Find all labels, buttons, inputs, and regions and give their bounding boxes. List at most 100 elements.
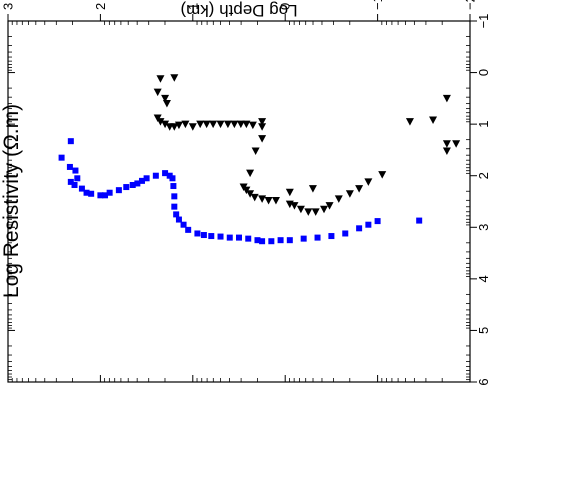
data-point-square	[152, 172, 159, 179]
data-point-triangle	[264, 196, 273, 205]
data-point-square	[143, 175, 150, 182]
series-layer	[58, 74, 461, 245]
data-point-triangle	[230, 120, 239, 129]
data-point-triangle	[242, 120, 251, 129]
data-point-triangle	[156, 75, 165, 83]
data-point-square	[83, 189, 90, 196]
data-point-square	[173, 211, 180, 218]
x-tick-label: 3	[1, 3, 16, 10]
data-point-triangle	[209, 120, 218, 129]
data-point-triangle	[285, 188, 294, 197]
major-ticks	[7, 14, 477, 383]
data-point-square	[356, 225, 363, 232]
data-point-triangle	[188, 123, 197, 131]
data-point-triangle	[258, 123, 267, 131]
data-point-triangle	[325, 202, 334, 210]
data-point-square	[97, 192, 104, 199]
data-point-triangle	[258, 195, 267, 203]
x-tick-label: 2	[93, 3, 108, 10]
data-point-triangle	[311, 208, 320, 216]
data-point-square	[162, 170, 169, 177]
data-point-square	[208, 233, 215, 240]
tick-labels: −2 −1 0 1 2 3 −1 0 1 2 3 4 5 6	[1, 0, 492, 386]
data-point-square	[314, 234, 321, 241]
data-point-square	[416, 217, 423, 224]
data-point-triangle	[258, 135, 267, 143]
data-point-square	[71, 181, 78, 188]
data-point-triangle	[246, 190, 255, 198]
data-point-triangle	[161, 94, 170, 103]
data-point-triangle	[239, 183, 248, 192]
data-point-triangle	[378, 171, 387, 179]
data-point-square	[88, 190, 95, 197]
data-point-square	[66, 163, 73, 170]
data-point-triangle	[196, 120, 205, 129]
data-point-triangle	[355, 185, 364, 193]
x-axis-label: Log Depth (km)	[180, 1, 297, 20]
data-point-square	[226, 234, 233, 241]
data-point-square	[200, 232, 207, 239]
y-tick-label: −1	[476, 14, 491, 29]
data-point-square	[328, 233, 335, 240]
data-point-square	[67, 138, 74, 145]
data-point-triangle	[161, 120, 170, 129]
data-point-square	[138, 177, 145, 184]
x-tick-label: −1	[370, 0, 385, 10]
data-point-triangle	[429, 116, 438, 125]
data-point-square	[236, 234, 242, 241]
data-point-square	[180, 221, 187, 228]
data-point-square	[78, 185, 85, 192]
data-point-square	[170, 183, 177, 190]
data-point-triangle	[246, 169, 255, 178]
data-point-square	[342, 230, 349, 237]
data-point-triangle	[216, 120, 225, 129]
data-point-triangle	[170, 74, 179, 82]
data-point-triangle	[308, 185, 317, 193]
data-point-square	[194, 230, 201, 237]
x-tick-label: −2	[463, 0, 478, 10]
data-point-square	[72, 167, 79, 174]
data-point-triangle	[364, 178, 373, 186]
data-point-triangle	[304, 208, 313, 216]
data-point-triangle	[345, 190, 354, 198]
data-point-triangle	[290, 202, 299, 210]
x-tick-label: 1	[185, 3, 200, 10]
data-point-triangle	[271, 196, 280, 205]
data-point-square	[254, 237, 261, 244]
data-point-triangle	[320, 205, 329, 214]
data-point-square	[185, 226, 192, 233]
series-1	[58, 138, 423, 245]
data-point-triangle	[442, 94, 451, 103]
y-tick-label: 4	[476, 275, 491, 282]
data-point-square	[374, 218, 381, 225]
data-point-square	[106, 189, 113, 196]
y-tick-label: 2	[476, 172, 491, 179]
data-point-square	[277, 237, 284, 244]
data-point-triangle	[250, 193, 259, 202]
y-tick-label: 0	[476, 69, 491, 76]
minor-ticks	[8, 21, 470, 382]
data-point-square	[74, 175, 81, 182]
data-point-triangle	[181, 120, 190, 129]
data-point-square	[102, 192, 109, 199]
data-point-triangle	[153, 88, 162, 97]
data-point-triangle	[442, 140, 451, 148]
y-tick-label: 5	[476, 327, 491, 334]
data-point-square	[286, 237, 293, 244]
data-point-square	[300, 235, 307, 242]
y-tick-label: 1	[476, 121, 491, 128]
data-point-square	[166, 172, 173, 179]
data-point-triangle	[442, 147, 451, 155]
data-point-triangle	[153, 114, 162, 122]
data-point-triangle	[162, 100, 171, 108]
data-point-triangle	[202, 120, 211, 129]
data-point-triangle	[452, 140, 461, 148]
data-point-triangle	[223, 120, 232, 129]
data-point-square	[171, 203, 178, 210]
data-point-square	[123, 184, 130, 191]
data-point-triangle	[236, 120, 245, 129]
data-point-square	[115, 187, 122, 194]
data-point-triangle	[251, 147, 260, 155]
data-point-square	[67, 178, 74, 185]
